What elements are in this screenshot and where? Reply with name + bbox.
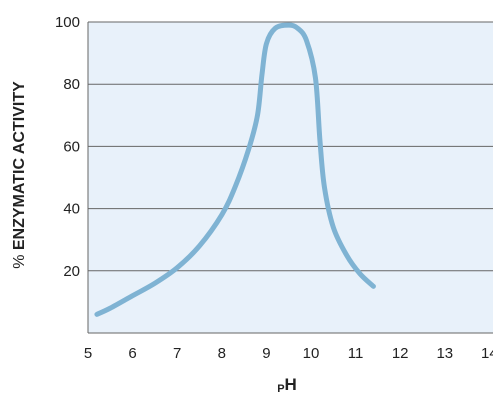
x-tick-labels: 5 6 7 8 9 10 11 12 13 14 [84,345,493,362]
y-tick-labels: 20 40 60 80 100 [55,14,80,280]
x-tick-9: 9 [262,345,270,362]
x-tick-13: 13 [436,345,453,362]
x-axis-label: PH [277,375,297,395]
y-tick-60: 60 [63,138,80,155]
x-tick-7: 7 [173,345,181,362]
activity-curve [94,22,376,317]
y-axis-label-text: ENZYMATIC ACTIVITY [11,81,28,250]
x-tick-5: 5 [84,345,92,362]
x-tick-10: 10 [303,345,320,362]
x-axis-label-h: H [285,375,297,394]
x-tick-14: 14 [481,345,493,362]
y-tick-100: 100 [55,14,80,31]
y-axis-label-percent: % [11,250,28,269]
y-axis-label: % ENZYMATIC ACTIVITY [11,81,28,269]
y-tick-20: 20 [63,263,80,280]
x-tick-6: 6 [128,345,136,362]
x-tick-12: 12 [392,345,409,362]
x-axis-label-p: P [277,383,284,395]
y-tick-80: 80 [63,76,80,93]
y-tick-40: 40 [63,201,80,218]
x-tick-11: 11 [348,345,364,362]
gridlines [87,21,493,334]
x-tick-8: 8 [218,345,226,362]
